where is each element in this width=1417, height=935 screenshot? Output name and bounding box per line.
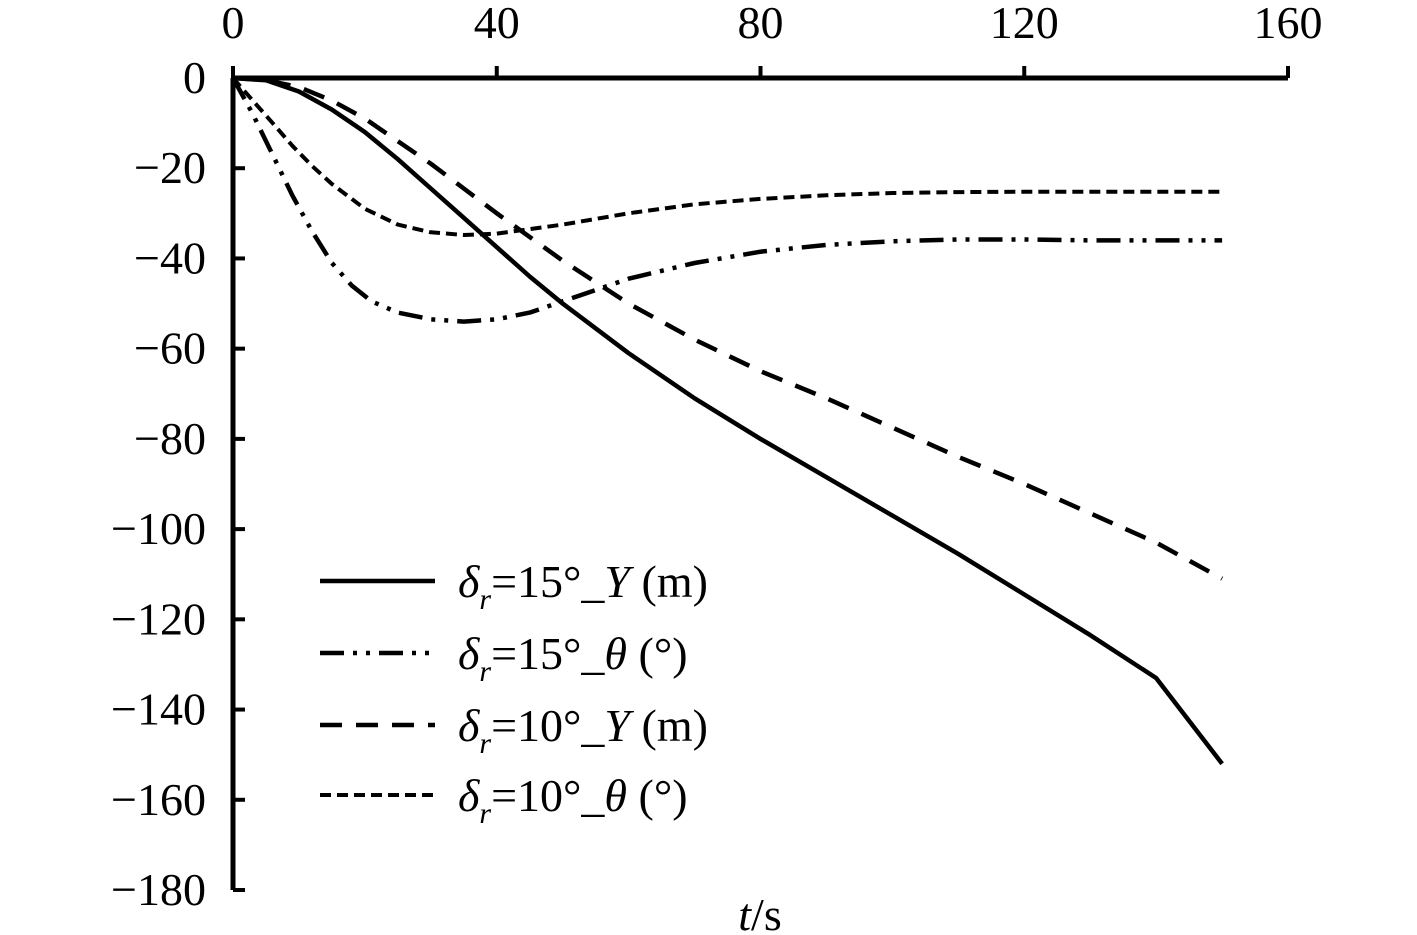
y-tick-label: −180 bbox=[111, 864, 206, 915]
x-tick-label: 80 bbox=[738, 0, 784, 48]
y-tick-label: 0 bbox=[183, 52, 206, 103]
x-tick-label: 0 bbox=[222, 0, 245, 48]
y-tick-label: −100 bbox=[111, 503, 206, 554]
x-tick-label: 120 bbox=[990, 0, 1059, 48]
y-tick-label: −120 bbox=[111, 593, 206, 644]
legend-label-1: δr=15°_Y (m) bbox=[458, 556, 708, 616]
y-tick-label: −80 bbox=[134, 413, 206, 464]
plot-area bbox=[231, 75, 1224, 766]
legend-label-2: δr=15°_θ (°) bbox=[458, 628, 688, 688]
axes: 0 40 80 120 160 0 −20 −40 −60 −80 −100 −120 −140 −160… bbox=[111, 0, 1322, 915]
x-axis-variable: t bbox=[738, 889, 752, 935]
series-line-4 bbox=[231, 76, 1223, 237]
y-tick-label: −160 bbox=[111, 774, 206, 825]
y-tick-label: −140 bbox=[111, 684, 206, 735]
series-line-3 bbox=[232, 75, 1224, 581]
legend: δr=15°_Y (m) δr=15°_θ (°) δr=10°_Y (m) δr=1… bbox=[320, 556, 708, 830]
y-tick-label: −40 bbox=[134, 232, 206, 283]
y-tick-label: −60 bbox=[134, 323, 206, 374]
x-tick-label: 160 bbox=[1254, 0, 1323, 48]
x-tick-label: 40 bbox=[474, 0, 520, 48]
x-axis-unit: /s bbox=[751, 889, 782, 935]
series-line-1 bbox=[232, 75, 1224, 766]
series-line-2 bbox=[231, 76, 1223, 324]
legend-label-4: δr=10°_θ (°) bbox=[458, 770, 688, 830]
x-axis-title: t/s bbox=[738, 889, 781, 935]
y-tick-label: −20 bbox=[134, 142, 206, 193]
legend-label-3: δr=10°_Y (m) bbox=[458, 700, 708, 760]
